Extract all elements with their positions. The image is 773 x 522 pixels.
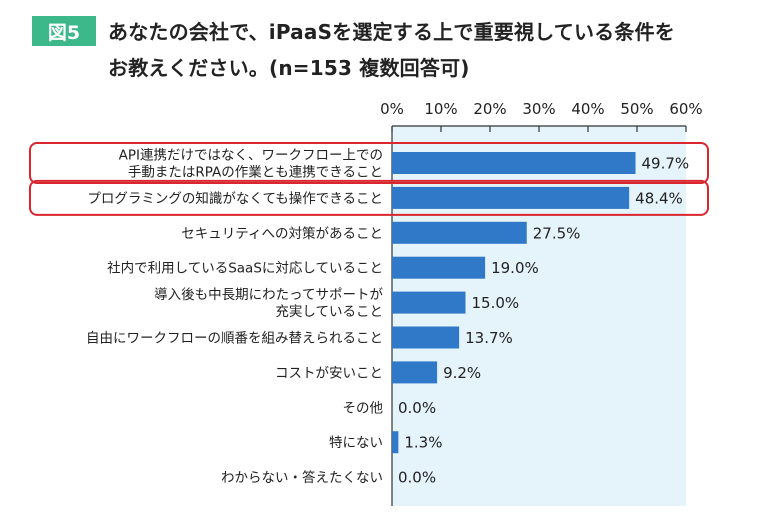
category-label: API連携だけではなく、ワークフロー上での (119, 148, 383, 164)
category-label: 導入後も中長期にわたってサポートが (154, 287, 383, 303)
category-label: 社内で利用しているSaaSに対応していること (107, 261, 383, 277)
figure-number-badge: 図5 (32, 16, 96, 46)
x-tick-label: 60% (669, 100, 702, 118)
value-label: 0.0% (398, 399, 436, 417)
category-label: 手動またはRPAの作業とも連携できること (128, 165, 383, 181)
category-label: セキュリティへの対策があること (181, 225, 383, 242)
category-label: 特にない (329, 435, 383, 451)
bar (392, 152, 636, 174)
category-label: 自由にワークフローの順番を組み替えられること (86, 331, 383, 347)
bar (392, 431, 399, 454)
bar (392, 326, 460, 349)
highlight-box (29, 179, 709, 216)
bar (392, 291, 466, 314)
category-label: その他 (343, 400, 384, 416)
value-label: 0.0% (398, 469, 436, 487)
value-label: 1.3% (404, 434, 442, 452)
bar (392, 256, 486, 279)
value-label: 27.5% (533, 224, 581, 242)
value-label: 48.4% (635, 189, 683, 207)
value-label: 19.0% (491, 259, 539, 277)
value-label: 49.7% (642, 155, 690, 173)
value-label: 13.7% (465, 329, 513, 347)
x-tick-label: 0% (380, 100, 404, 118)
category-label: コストが安いこと (275, 365, 383, 381)
category-label: プログラミングの知識がなくても操作できること (87, 190, 383, 207)
x-tick-label: 20% (473, 100, 506, 118)
highlight-box (29, 142, 709, 184)
bar (392, 186, 630, 209)
value-label: 9.2% (443, 364, 481, 382)
x-tick-label: 50% (620, 100, 653, 118)
chart-title-line-2: お教えください。(n=153 複数回答可) (108, 56, 470, 80)
bar (392, 361, 438, 384)
x-tick-label: 30% (522, 100, 555, 118)
category-label: わからない・答えたくない (221, 469, 383, 486)
value-label: 15.0% (472, 294, 520, 312)
category-label: 充実していること (275, 304, 383, 320)
x-tick-label: 10% (424, 100, 457, 118)
chart-title-line-1: あなたの会社で、iPaaSを選定する上で重要視している条件を (108, 20, 675, 44)
x-tick-label: 40% (571, 100, 604, 118)
bar (392, 221, 527, 244)
